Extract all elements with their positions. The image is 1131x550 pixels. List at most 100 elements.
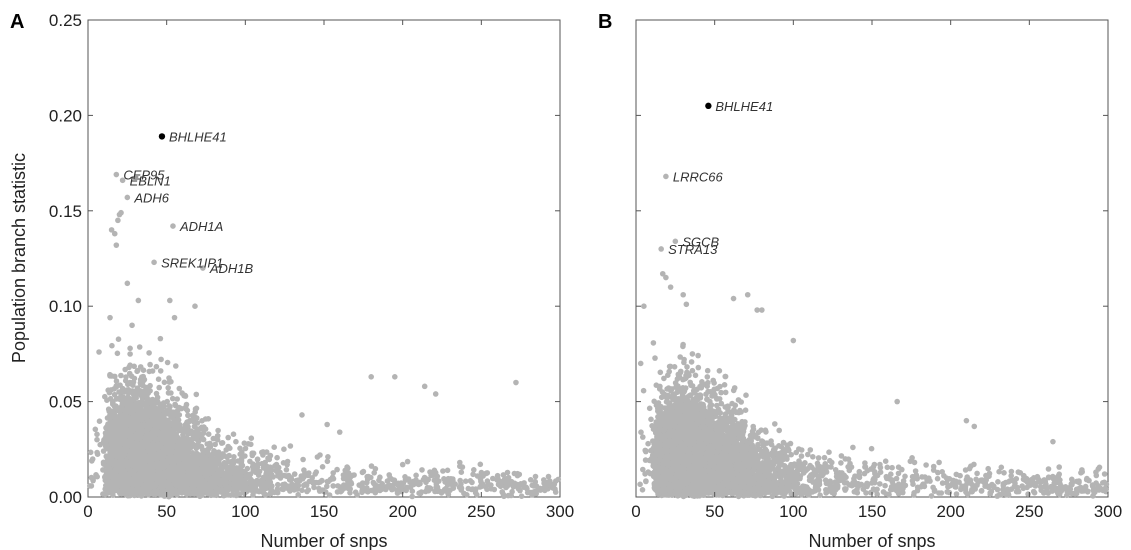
data-point [546,478,552,485]
data-point [117,407,123,414]
data-point [136,391,142,397]
data-point [545,473,552,480]
data-point [131,473,138,479]
data-point [299,487,305,494]
data-point [106,389,113,396]
data-point [371,470,378,476]
data-point [271,444,278,451]
data-point [364,476,371,482]
data-point [470,471,476,478]
data-point [275,481,281,488]
data-point [113,403,119,409]
data-point [122,377,129,384]
data-point [207,488,214,494]
data-point [510,480,517,487]
data-point [324,458,331,465]
data-point [279,486,285,492]
data-point [498,480,505,486]
data-point [161,379,168,386]
data-point [117,394,124,401]
data-point [127,351,133,357]
data-point [193,391,200,398]
data-point [214,453,220,460]
data-point [360,468,367,475]
data-point [404,458,411,465]
data-point [311,484,317,491]
data-point [275,464,282,471]
data-point [340,485,347,492]
data-point [105,423,112,429]
data-point [504,469,511,476]
data-point [133,423,139,430]
data-point [111,391,118,398]
data-point [458,469,465,476]
data-point [394,490,401,496]
data-point [518,493,525,500]
data-point [219,440,226,446]
data-point [94,436,100,443]
data-point [160,450,167,457]
data-point [535,486,541,493]
data-point [204,441,210,447]
data-point [166,403,173,409]
data-point [233,438,239,445]
data-point [471,467,477,473]
data-point [288,475,294,481]
data-point [251,479,257,485]
data-point [169,395,176,402]
data-point [200,436,207,443]
data-point [419,467,425,473]
data-point [459,464,466,470]
data-point [472,489,479,496]
data-point [248,435,255,442]
data-point [136,344,143,350]
data-point [94,431,100,438]
data-point [209,458,215,465]
data-point [389,476,395,483]
data-point [185,412,191,419]
data-point [249,450,255,457]
data-point [237,445,243,452]
data-point [532,473,539,480]
data-point [187,474,194,480]
data-point [347,486,354,492]
data-point [517,487,523,494]
data-point [431,477,438,484]
data-point [477,461,484,468]
data-point [440,468,446,474]
data-point [227,492,234,499]
data-point [444,467,451,474]
data-point [281,446,287,453]
data-point [263,471,269,477]
data-point [176,412,183,418]
data-point [232,481,238,488]
data-point [420,476,427,483]
data-point [194,415,200,421]
data-point [130,379,137,385]
data-point [372,484,379,491]
data-point [274,454,280,461]
data-point [241,469,247,475]
data-point [222,463,229,470]
data-point [389,483,396,490]
data-point [293,477,300,484]
data-point [193,405,200,412]
scatter-points-a [87,133,562,500]
data-point [195,430,202,437]
data-point [425,476,432,483]
data-point [158,356,164,363]
data-point [402,474,408,480]
data-point [458,487,465,493]
data-point [212,441,218,448]
data-point [236,470,242,476]
data-point [168,390,174,396]
data-point [300,456,306,463]
data-point [115,336,122,343]
data-point [117,418,124,425]
data-point [134,368,140,375]
data-point [113,383,119,389]
data-point [215,467,221,473]
data-point [409,493,416,500]
data-point [245,441,252,447]
data-point [356,482,363,488]
